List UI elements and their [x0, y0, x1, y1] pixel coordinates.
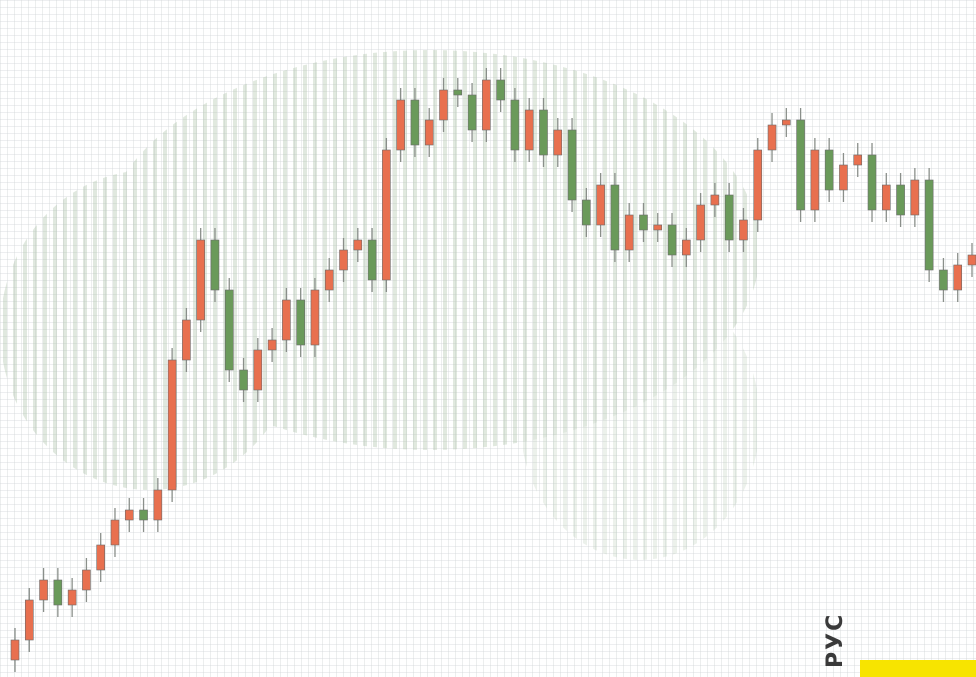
candle-body — [739, 219, 748, 241]
candle-body — [624, 214, 634, 251]
candle-body — [824, 149, 834, 191]
candle-body — [324, 269, 334, 291]
candle-body — [439, 89, 448, 121]
candle-body — [10, 639, 20, 661]
candle-body — [53, 579, 63, 606]
candle-body — [367, 239, 377, 281]
candle-body — [667, 224, 677, 256]
candle-body — [39, 579, 48, 601]
ghost-pattern — [0, 50, 760, 560]
candle-body — [653, 224, 663, 231]
candle-body — [453, 89, 463, 96]
candle-body — [567, 129, 577, 201]
candle-body — [610, 184, 620, 251]
annotation: РУС — [823, 613, 848, 668]
candle-body — [496, 79, 505, 101]
candle-body — [853, 154, 863, 166]
candle-body — [582, 199, 591, 226]
candle-body — [353, 239, 363, 251]
candle-body — [867, 154, 877, 211]
candle-body — [424, 119, 434, 146]
candle-body — [967, 254, 976, 266]
candle-body — [682, 239, 691, 256]
candle-body — [953, 264, 963, 291]
candle-body — [182, 319, 191, 361]
candle-body — [939, 269, 948, 291]
candle-body — [724, 194, 734, 241]
candle-body — [167, 359, 177, 491]
candle-body — [210, 239, 220, 291]
candle-body — [810, 149, 820, 211]
candle-body — [139, 509, 148, 521]
candle-body — [539, 109, 548, 156]
candle-body — [482, 79, 491, 131]
candle-body — [224, 289, 234, 371]
candle-body — [839, 164, 848, 191]
candle-body — [67, 589, 77, 606]
candle-body — [153, 489, 163, 521]
candle-body — [767, 124, 777, 151]
candles — [10, 68, 976, 672]
candle-body — [596, 184, 605, 226]
candle-body — [282, 299, 291, 341]
candle-body — [524, 109, 534, 151]
candle-body — [310, 289, 320, 346]
candle-body — [796, 119, 805, 211]
candle-body — [553, 129, 563, 156]
yellow-bar — [860, 660, 976, 677]
candle-body — [382, 149, 391, 281]
candle-body — [253, 349, 263, 391]
candle-body — [782, 119, 791, 126]
candle-body — [910, 179, 920, 216]
candle-body — [96, 544, 106, 571]
candle-body — [396, 99, 405, 151]
candle-body — [239, 369, 248, 391]
candle-body — [896, 184, 905, 216]
candle-body — [339, 249, 348, 271]
candle-body — [82, 569, 91, 591]
candle-body — [110, 519, 120, 546]
candle-body — [24, 599, 34, 641]
candle-body — [510, 99, 520, 151]
candle-body — [924, 179, 934, 271]
candle-body — [881, 184, 891, 211]
candle-body — [196, 239, 205, 321]
candle-body — [124, 509, 134, 521]
candle-body — [639, 214, 648, 231]
candle-body — [467, 94, 477, 131]
candle-body — [710, 194, 720, 206]
candle-body — [267, 339, 277, 351]
candle-body — [696, 204, 705, 241]
candle-body — [753, 149, 763, 221]
candle-body — [410, 99, 420, 146]
candle-body — [296, 299, 305, 346]
